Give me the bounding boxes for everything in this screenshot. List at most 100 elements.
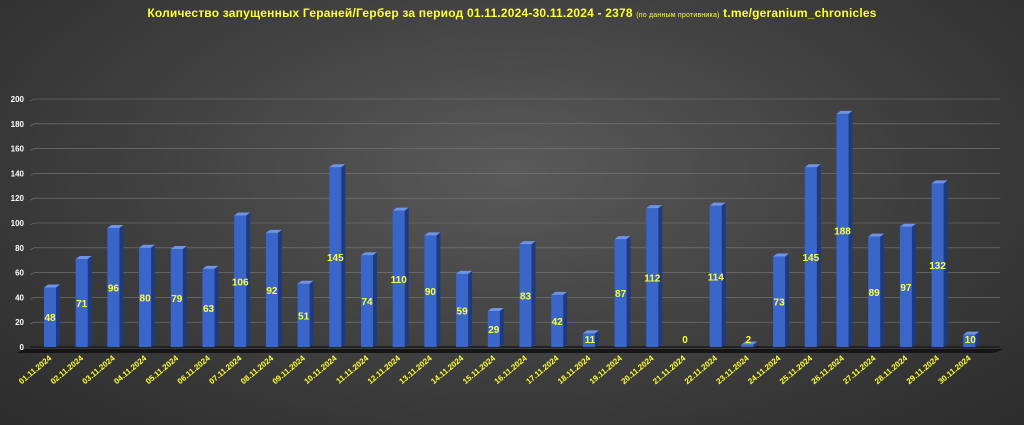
data-labels: 48 71 96 80 79 63 106 92 51 145 74 110 90 59 29 83 42 11 8… xyxy=(44,226,976,346)
x-tick-label: 27.11.2024 xyxy=(841,353,878,386)
data-label: 114 xyxy=(708,272,725,283)
bar-side xyxy=(848,110,853,347)
bar xyxy=(456,270,473,347)
bar-side xyxy=(785,253,790,347)
data-label: 92 xyxy=(266,286,278,297)
y-tick-label: 100 xyxy=(11,219,25,228)
bar xyxy=(487,308,504,347)
bar-side xyxy=(753,341,758,347)
bar-side xyxy=(658,205,663,347)
bar-front xyxy=(931,183,944,347)
data-label: 63 xyxy=(203,304,215,315)
bar-side xyxy=(880,233,885,347)
bar-front xyxy=(741,344,754,347)
data-label: 11 xyxy=(585,335,596,346)
y-tick-label: 180 xyxy=(11,120,25,129)
bar xyxy=(931,180,948,347)
bar xyxy=(297,280,314,347)
bar-front xyxy=(963,334,976,347)
bar-side xyxy=(246,212,251,347)
x-tick-label: 30.11.2024 xyxy=(936,353,973,386)
y-axis-ticks: 0 20 40 60 80 100 120 140 160 180 200 xyxy=(11,95,25,352)
bar xyxy=(899,223,916,347)
bar-front xyxy=(836,113,849,347)
chart-title: Количество запущенных Гераней/Гербер за … xyxy=(0,6,1024,20)
bar xyxy=(234,212,251,347)
bar xyxy=(361,252,377,347)
gridline-bevel xyxy=(29,321,35,325)
bar xyxy=(804,164,821,347)
bar-front xyxy=(265,232,278,347)
bar-front xyxy=(424,235,437,347)
bar-front xyxy=(899,226,912,347)
bar-top xyxy=(773,253,790,257)
bar-front xyxy=(709,205,722,347)
bar xyxy=(392,207,409,347)
data-label: 188 xyxy=(834,226,851,237)
bar-front xyxy=(202,268,215,347)
bar-top xyxy=(424,232,441,236)
x-tick-label: 17.11.2024 xyxy=(524,353,561,386)
bar-front xyxy=(804,167,817,347)
bar-side xyxy=(531,241,536,347)
data-label: 106 xyxy=(232,277,249,288)
x-tick-label: 08.11.2024 xyxy=(239,353,276,386)
y-tick-label: 0 xyxy=(20,343,25,352)
bar-front xyxy=(582,333,595,347)
bar xyxy=(614,236,631,347)
bar-side xyxy=(373,252,377,347)
data-label: 112 xyxy=(644,274,661,285)
bar-side xyxy=(911,223,916,347)
bar-top xyxy=(931,180,948,184)
bar-top xyxy=(456,270,473,274)
bar-top xyxy=(868,233,885,237)
bar-top xyxy=(899,223,916,227)
x-tick-label: 05.11.2024 xyxy=(144,353,181,386)
bar-top xyxy=(202,265,219,269)
data-label: 42 xyxy=(552,317,564,328)
data-label: 51 xyxy=(298,311,310,322)
bar-top xyxy=(582,330,599,334)
data-label: 80 xyxy=(140,293,152,304)
floor-surface xyxy=(16,349,1004,353)
data-label: 0 xyxy=(682,335,688,346)
bar-top xyxy=(297,280,314,284)
bar-side xyxy=(341,164,346,347)
bar xyxy=(519,241,536,347)
bars xyxy=(44,110,980,347)
data-label: 29 xyxy=(488,325,500,336)
chart-title-note: (по данным противника) xyxy=(636,12,720,19)
bar-side xyxy=(721,202,726,347)
bar xyxy=(773,253,790,347)
x-tick-label: 09.11.2024 xyxy=(271,353,308,386)
data-label: 79 xyxy=(171,294,183,305)
gridline-bevel xyxy=(29,98,35,102)
y-tick-label: 200 xyxy=(11,95,25,104)
bar-top xyxy=(551,291,568,295)
data-label: 71 xyxy=(76,299,88,310)
data-label: 132 xyxy=(929,261,946,272)
gridline-bevel xyxy=(29,222,35,226)
y-tick-label: 40 xyxy=(15,293,24,302)
bar-top xyxy=(75,255,92,259)
data-label: 10 xyxy=(965,335,977,346)
y-tick-label: 60 xyxy=(15,269,24,278)
bar-front xyxy=(868,236,881,347)
y-tick-label: 80 xyxy=(15,244,24,253)
bar-side xyxy=(499,308,504,347)
data-label: 96 xyxy=(108,283,120,294)
x-tick-label: 20.11.2024 xyxy=(619,353,656,386)
bar-side xyxy=(975,331,980,347)
bar-top xyxy=(234,212,251,216)
data-label: 89 xyxy=(869,288,881,299)
x-tick-label: 02.11.2024 xyxy=(49,353,86,386)
bar-side xyxy=(436,232,441,347)
data-label: 48 xyxy=(44,313,56,324)
bar xyxy=(741,341,758,347)
bar-side xyxy=(468,270,473,347)
bar xyxy=(424,232,441,347)
bar-top xyxy=(614,236,631,240)
x-tick-label: 25.11.2024 xyxy=(778,353,815,386)
gridline-bevel xyxy=(29,123,35,127)
bar xyxy=(709,202,726,347)
